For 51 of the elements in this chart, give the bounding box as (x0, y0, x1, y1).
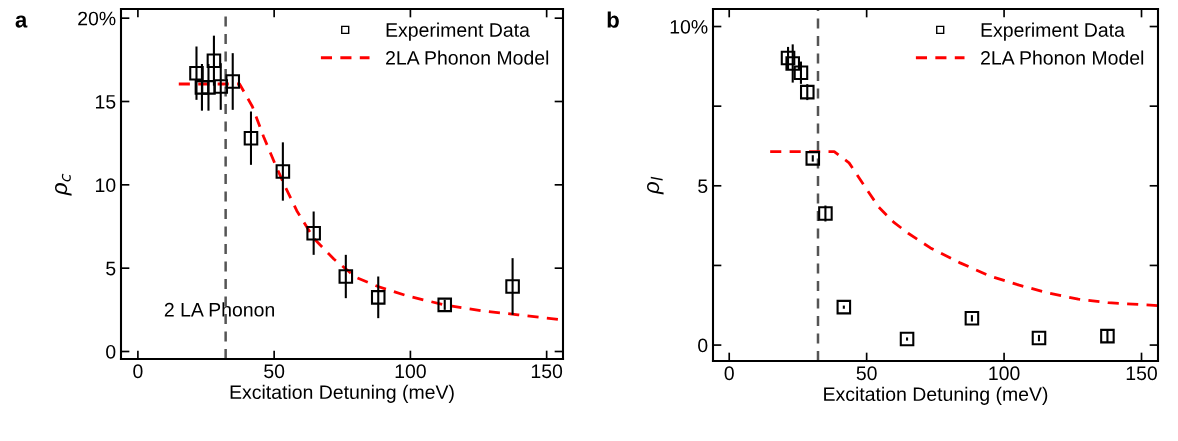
point (1031, 330, 1047, 346)
y-tick-label: 15 (96, 95, 116, 109)
annotation: 2 LA Phonon (164, 302, 274, 317)
point (793, 65, 809, 80)
legend-label: Experiment Data (386, 22, 530, 41)
x-axis-title: Excitation Detuning (meV) (824, 386, 1048, 405)
point (370, 290, 386, 305)
point (437, 297, 453, 313)
point (805, 151, 821, 166)
x-tick-label: 150 (531, 364, 563, 379)
x-tick-label: 50 (264, 364, 285, 379)
point (338, 269, 354, 284)
point (243, 130, 259, 146)
x-tick-label: 0 (133, 364, 143, 379)
point (505, 279, 520, 294)
y-tick-label: 10 (96, 178, 116, 193)
y-tick-label: 10% (670, 19, 708, 34)
chart-title: a (15, 15, 28, 28)
y-axis-title: ρ$_{l}$ (647, 176, 664, 195)
point (836, 299, 852, 315)
y-tick-label: 0 (698, 338, 708, 353)
legend-label: 2LA Phonon Model (981, 50, 1144, 65)
x-tick-label: 0 (724, 366, 734, 381)
point (206, 53, 222, 68)
point (785, 56, 800, 71)
point (799, 84, 815, 100)
point (194, 80, 210, 95)
x-axis-title: Excitation Detuning (meV) (230, 384, 454, 403)
y-axis-title: ρ$_{c}$ (55, 173, 72, 196)
chart-title: b (607, 11, 619, 28)
point (225, 74, 241, 89)
point (818, 206, 833, 221)
y-tick-label: 5 (698, 179, 708, 194)
x-tick-label: 150 (1126, 366, 1157, 381)
x-tick-label: 100 (395, 364, 426, 379)
point (306, 225, 321, 241)
point (964, 311, 980, 326)
point (1100, 328, 1115, 344)
legend-label: Experiment Data (981, 22, 1125, 41)
point (213, 79, 229, 94)
point (189, 65, 204, 81)
y-tick-label: 0 (106, 344, 116, 359)
point (780, 50, 796, 66)
line-series (768, 150, 1158, 307)
point (899, 331, 915, 347)
y-tick-label: 5 (106, 261, 116, 276)
legend-label: 2LA Phonon Model (386, 50, 549, 65)
x-tick-label: 50 (856, 366, 877, 381)
point (275, 164, 291, 179)
x-tick-label: 100 (989, 366, 1020, 381)
y-tick-label: 20% (78, 11, 116, 26)
